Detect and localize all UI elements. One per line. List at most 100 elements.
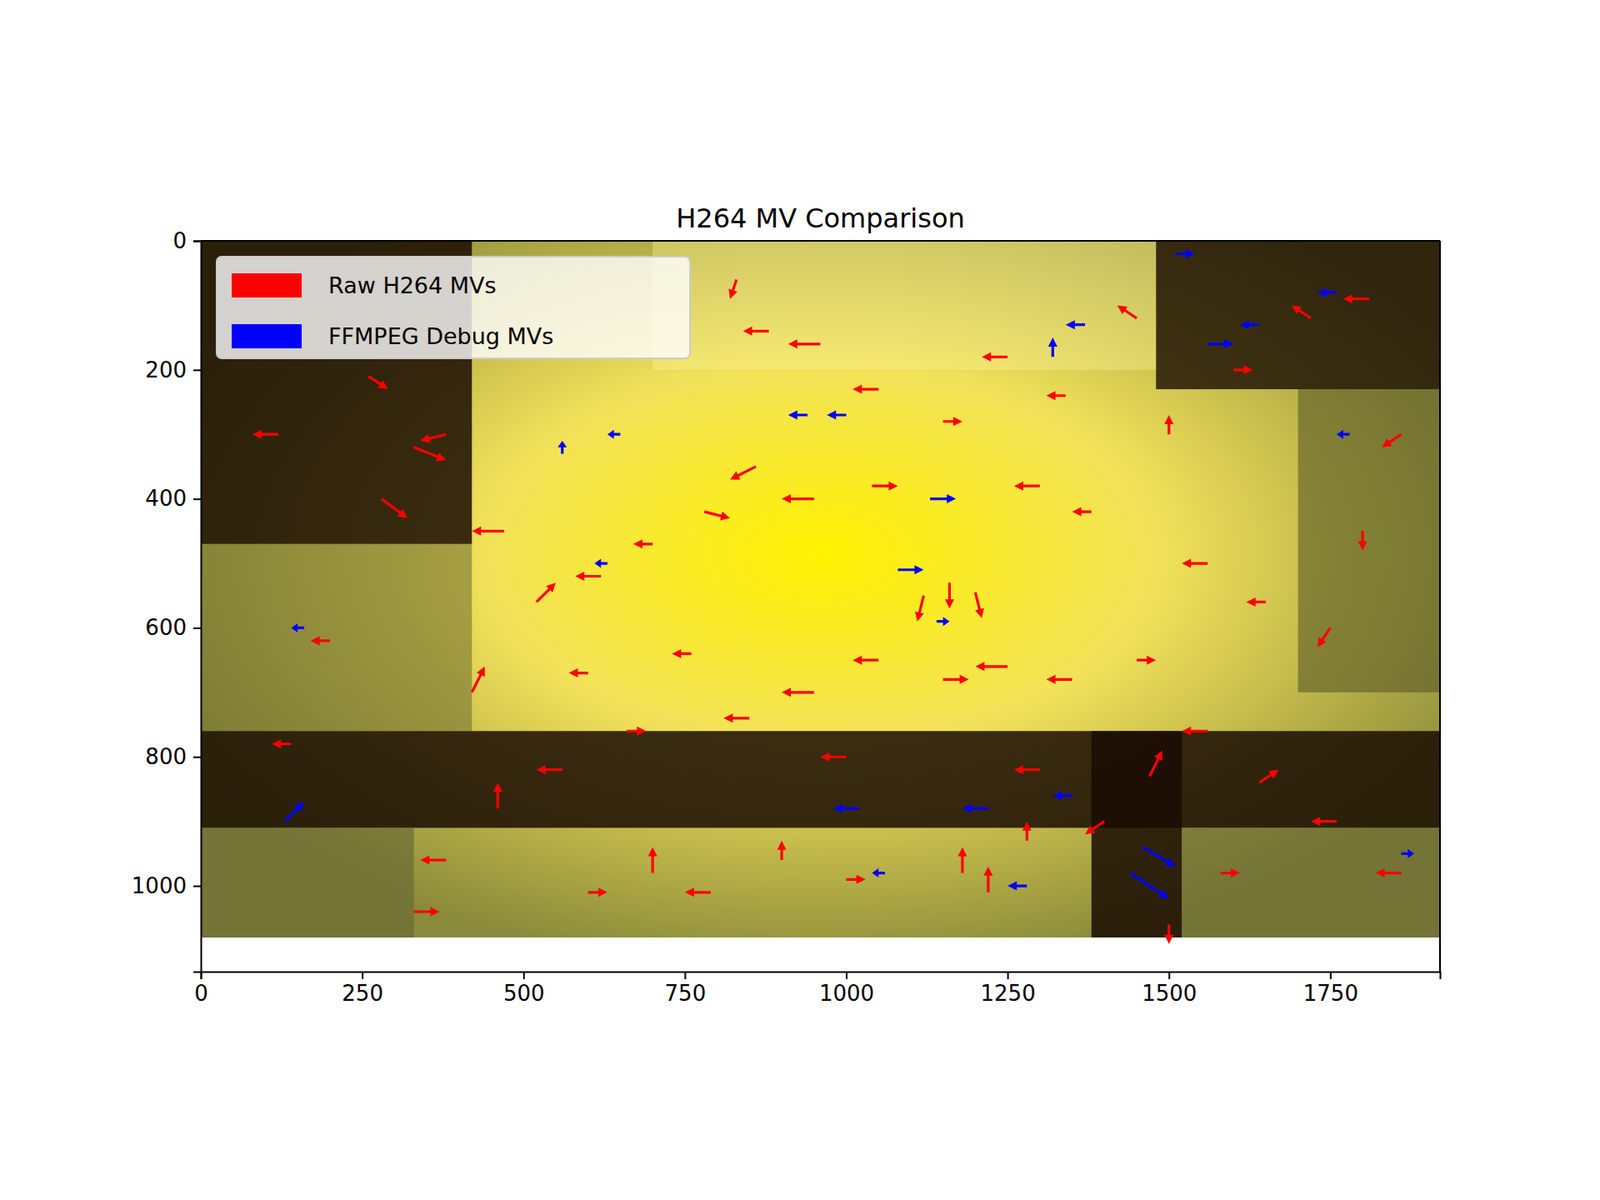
motion-vector: [1072, 507, 1092, 517]
motion-vector: [420, 433, 446, 444]
motion-vector: [1046, 390, 1066, 400]
motion-vector: [1336, 430, 1350, 440]
motion-vector: [871, 481, 898, 491]
motion-vector: [743, 326, 770, 336]
tick-label: 400: [145, 485, 187, 511]
motion-vector: [1317, 287, 1337, 297]
motion-vector: [1014, 481, 1040, 491]
tick: 1500: [1141, 971, 1197, 1006]
motion-vector: [1258, 770, 1279, 785]
tick: 500: [503, 971, 545, 1006]
motion-vector: [271, 739, 291, 749]
background-region: [200, 827, 415, 938]
tick-label: 750: [665, 980, 707, 1006]
motion-vector: [1014, 765, 1040, 775]
tick-label: 1750: [1303, 980, 1359, 1006]
tick-label: 0: [172, 228, 187, 254]
motion-vector: [1310, 816, 1337, 826]
tick-label: 800: [145, 744, 187, 770]
motion-vector: [936, 616, 950, 626]
motion-vector: [1220, 868, 1240, 878]
motion-vector: [380, 497, 408, 519]
motion-vector: [1022, 821, 1032, 841]
title: H264 MV Comparison: [675, 202, 965, 235]
motion-vector: [871, 868, 885, 878]
tick-label: 1250: [980, 980, 1036, 1006]
motion-vector: [607, 430, 620, 440]
tick-mark: [193, 369, 201, 371]
motion-vector: [1317, 627, 1332, 648]
motion-vector: [1117, 305, 1138, 320]
tick-label: 250: [341, 980, 384, 1006]
tick-label: 0: [194, 980, 209, 1006]
legend-label: FFMPEG Debug MVs: [328, 323, 554, 350]
motion-vector: [1164, 415, 1174, 435]
tick-mark: [193, 885, 201, 888]
tick-label: 500: [503, 980, 545, 1006]
motion-vector: [930, 494, 956, 504]
tick-mark: [193, 240, 201, 243]
motion-vector: [420, 855, 446, 865]
motion-vector: [633, 539, 653, 549]
motion-vector: [1065, 320, 1085, 330]
motion-vector: [648, 847, 658, 874]
tick: 1000: [819, 971, 875, 1006]
motion-vector: [781, 687, 815, 697]
motion-vector: [535, 582, 556, 603]
motion-vector: [575, 571, 601, 581]
motion-vector: [1181, 726, 1208, 736]
tick-label: 1000: [819, 980, 875, 1006]
tick-label: 1000: [131, 873, 187, 899]
background-region: [200, 240, 1440, 938]
background-region: [200, 730, 1440, 828]
tick: 1250: [980, 971, 1036, 1006]
motion-vector: [310, 635, 330, 645]
motion-vector: [1240, 320, 1260, 330]
motion-vector: [781, 494, 815, 504]
motion-vector: [1381, 433, 1402, 448]
motion-vector: [981, 352, 1008, 362]
motion-vector: [1164, 924, 1174, 944]
motion-vector: [1085, 820, 1105, 835]
motion-vector: [568, 668, 588, 678]
tick-mark: [845, 971, 848, 980]
motion-vector: [915, 595, 925, 621]
motion-vector: [413, 445, 446, 461]
motion-vector: [1148, 750, 1163, 778]
series-arrows: [252, 279, 1402, 945]
motion-vector: [284, 801, 305, 822]
background-image: [200, 240, 1440, 938]
background-region: [1155, 240, 1440, 390]
figure: 0250500750100012501500175002004006008001…: [0, 0, 1600, 1200]
background-region: [200, 544, 472, 731]
motion-vector: [1358, 530, 1368, 550]
motion-vector: [788, 339, 821, 349]
tick: 250: [341, 971, 384, 1006]
motion-vector: [723, 713, 750, 723]
motion-vector: [1375, 868, 1402, 878]
motion-vector: [852, 385, 879, 395]
motion-vector: [704, 510, 730, 521]
tick: 800: [145, 744, 201, 770]
motion-vector: [1007, 881, 1027, 891]
motion-vector: [536, 765, 563, 775]
motion-vector: [852, 655, 879, 665]
motion-vector: [974, 591, 985, 618]
tick: 0: [172, 228, 201, 254]
tick-mark: [1168, 971, 1170, 980]
motion-vector: [1046, 675, 1073, 685]
legend-label: Raw H264 MVs: [328, 272, 497, 299]
motion-vector: [728, 279, 738, 300]
motion-vector: [820, 752, 847, 762]
motion-vector: [1129, 871, 1169, 899]
motion-vector: [1175, 249, 1195, 259]
motion-vector: [897, 565, 924, 575]
motion-vector: [1207, 339, 1234, 349]
tick-mark: [361, 971, 364, 980]
motion-vector: [777, 840, 787, 860]
background-region: [652, 240, 1156, 370]
motion-vector: [730, 465, 757, 480]
motion-vector: [833, 804, 860, 814]
axis-line: [193, 241, 202, 973]
x-axis: 0 250 500 750 1000 1250 1500 1750: [194, 971, 1440, 1006]
